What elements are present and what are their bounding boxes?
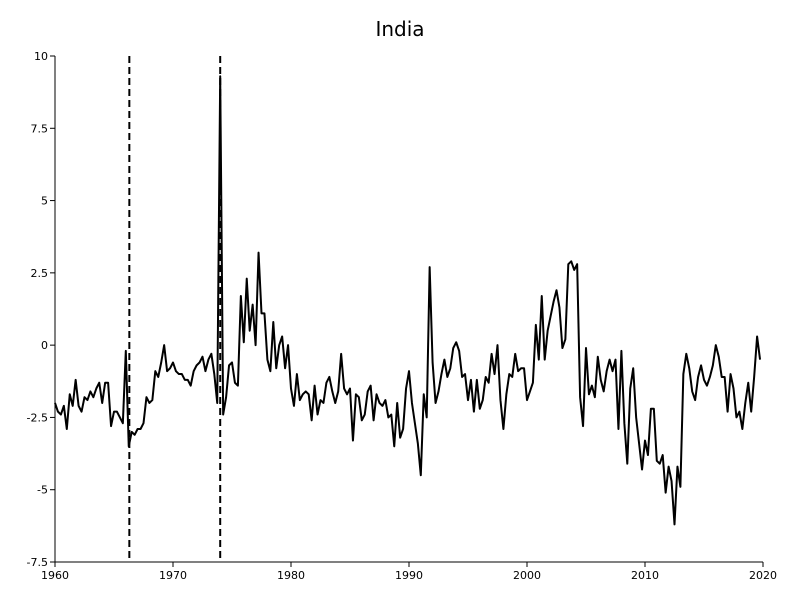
x-tick-label: 1970	[159, 569, 187, 582]
x-tick-label: 1960	[41, 569, 69, 582]
event-markers	[128, 56, 222, 562]
y-tick-label: 2.5	[31, 267, 49, 280]
y-tick-label: -5	[37, 484, 48, 497]
series-line	[54, 75, 762, 526]
x-tick-label: 2010	[631, 569, 659, 582]
y-tick-label: 10	[34, 50, 48, 63]
x-tick-label: 2020	[749, 569, 777, 582]
y-tick-label: -2.5	[27, 411, 48, 424]
x-tick-label: 1990	[395, 569, 423, 582]
y-tick-label: -7.5	[27, 556, 48, 569]
x-tick-label: 1980	[277, 569, 305, 582]
y-tick-label: 0	[41, 339, 48, 352]
y-tick-label: 5	[41, 195, 48, 208]
y-tick-label: 7.5	[31, 122, 49, 135]
series-layer	[54, 75, 762, 526]
chart-title: India	[375, 17, 424, 41]
x-tick-label: 2000	[513, 569, 541, 582]
